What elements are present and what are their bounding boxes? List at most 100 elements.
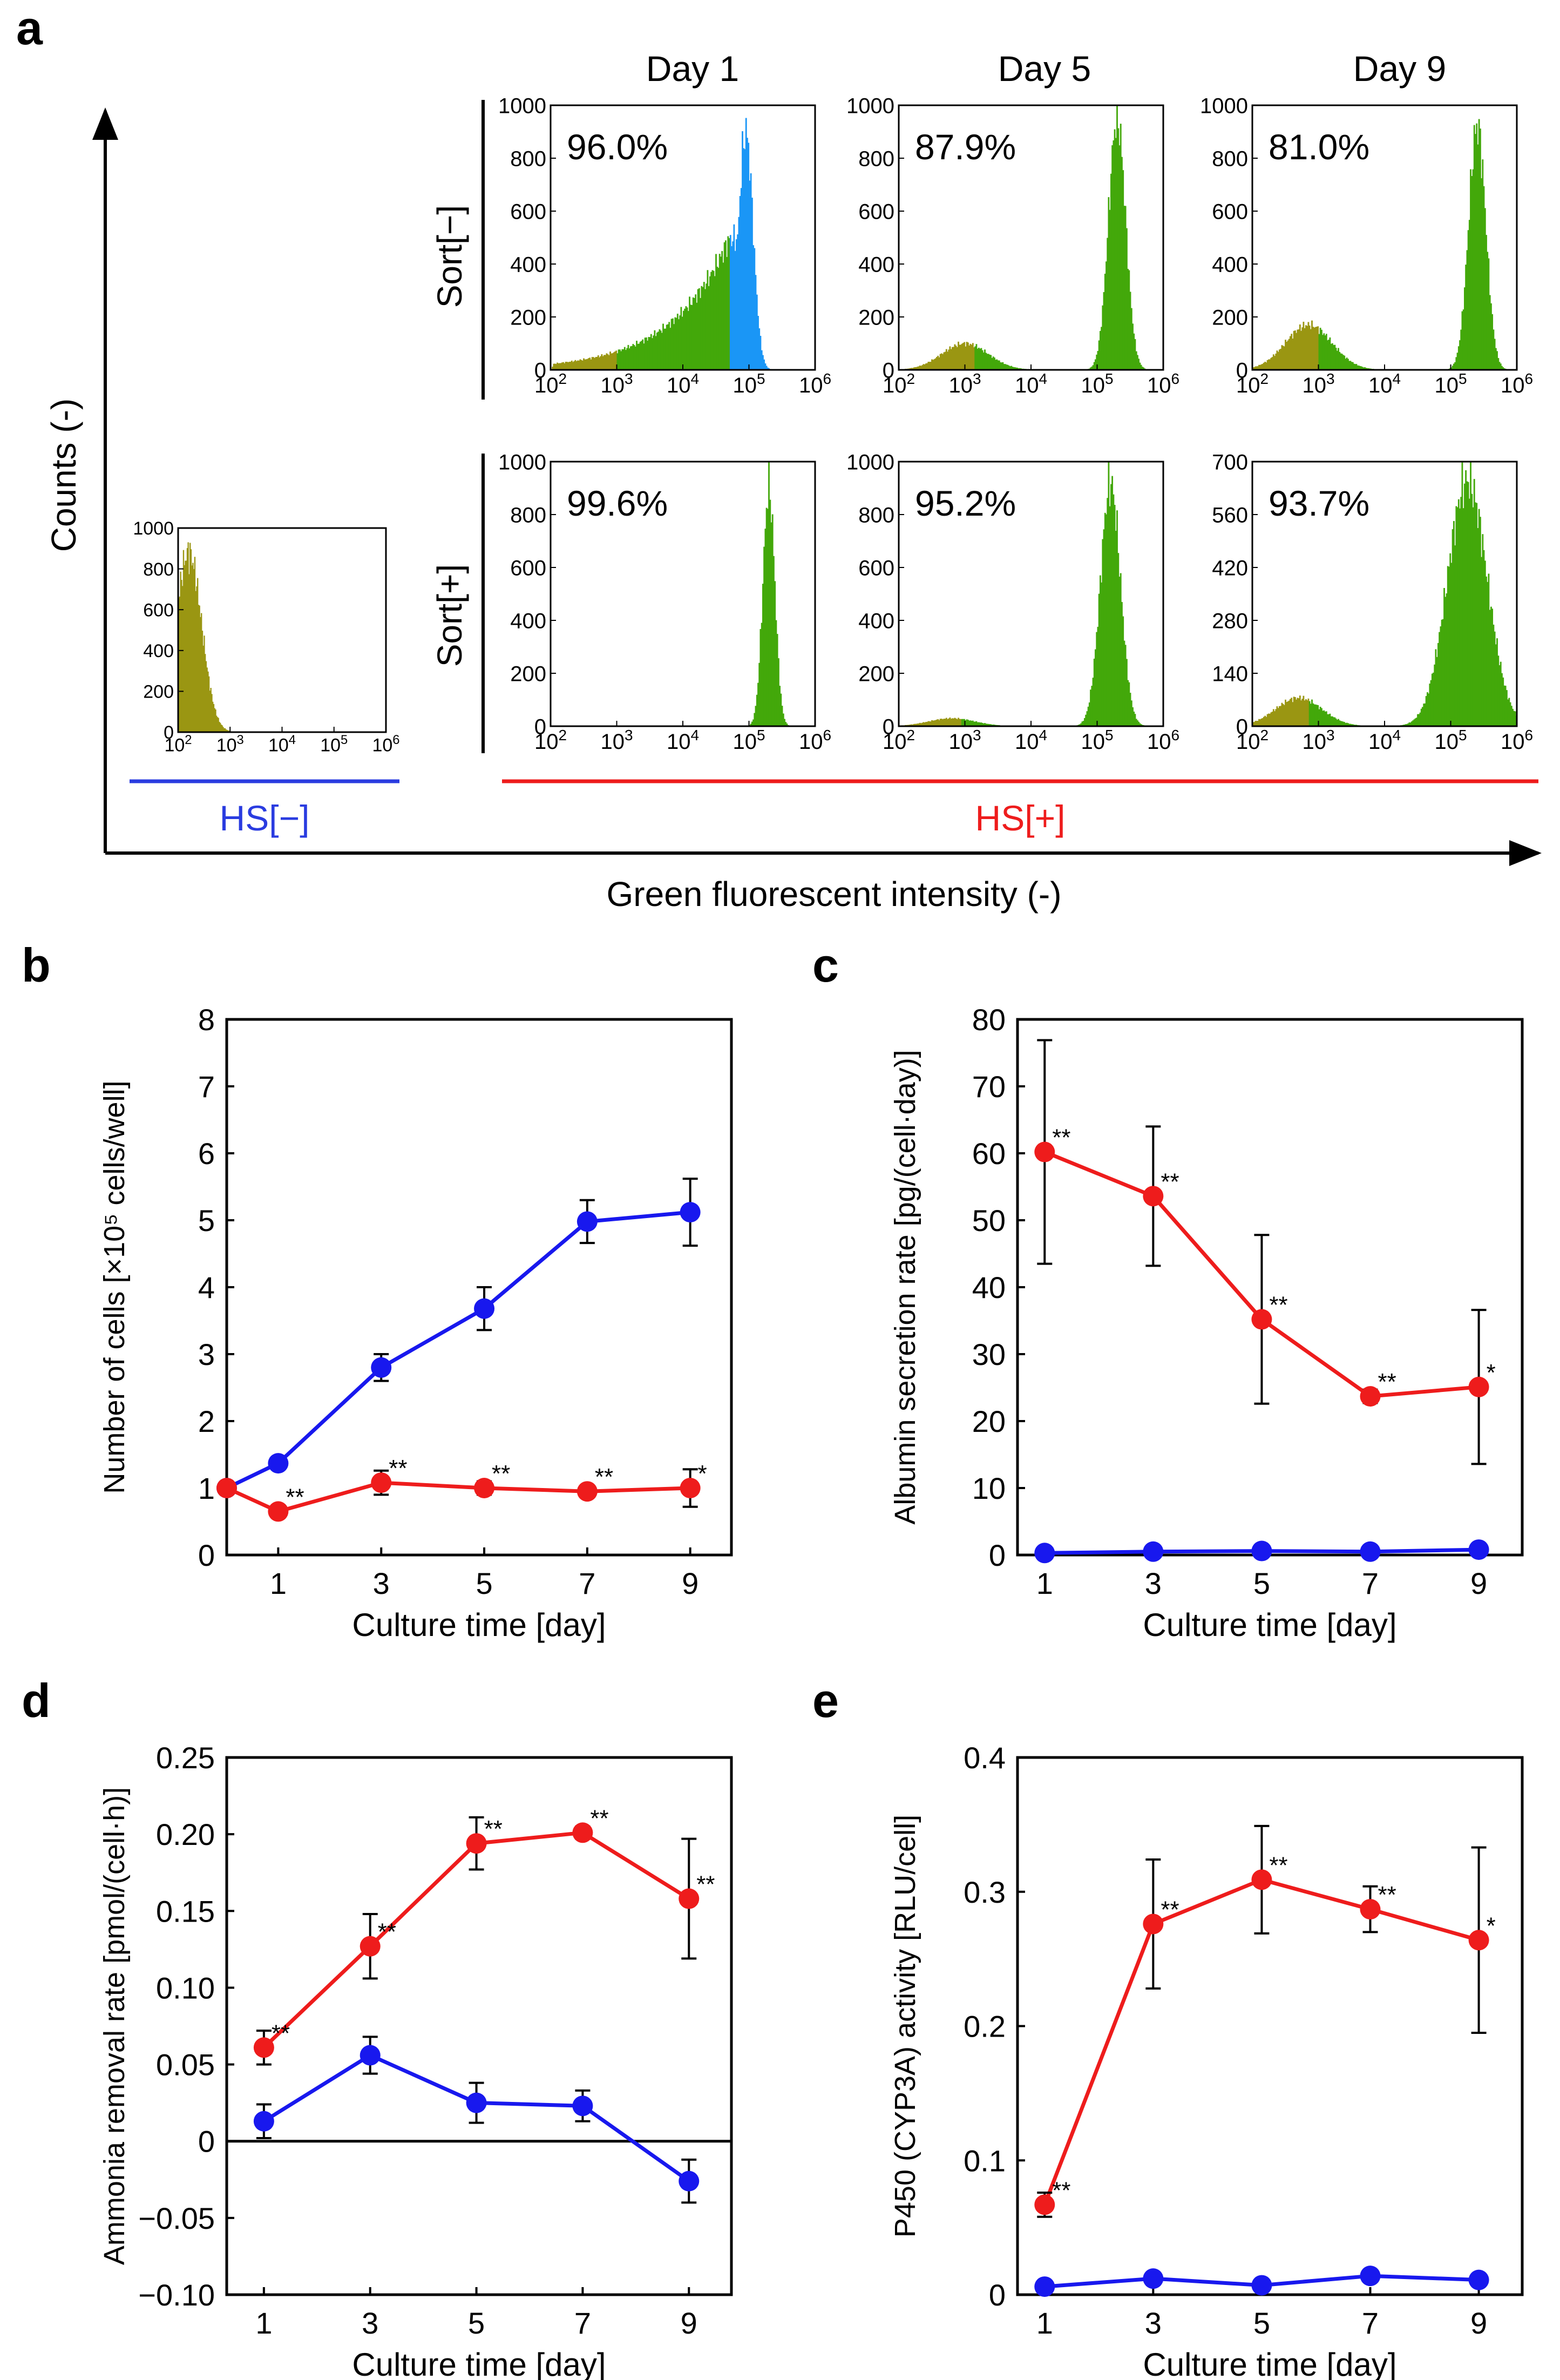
histogram-bar <box>1097 626 1099 726</box>
y-tick-label: 600 <box>510 200 546 224</box>
histogram-bar <box>1336 720 1338 726</box>
y-tick-label: 0.05 <box>156 2048 215 2082</box>
histogram-bar <box>776 634 778 726</box>
histogram-bar <box>1355 364 1358 370</box>
histogram-bar <box>968 345 971 370</box>
histogram-bar <box>959 344 961 370</box>
histogram-bar <box>218 718 219 732</box>
histogram-bar <box>1459 340 1461 370</box>
histogram-bar <box>982 352 985 370</box>
histogram-bar <box>555 364 557 370</box>
histogram-bar <box>668 322 670 370</box>
histogram-bar <box>1269 359 1271 370</box>
histogram-bar <box>1506 690 1508 726</box>
histogram-bar <box>1120 573 1122 726</box>
histogram-bar <box>207 671 209 732</box>
histogram-bar <box>1344 355 1346 370</box>
histogram-bar <box>1465 470 1467 726</box>
panel-label-d: d <box>22 1674 51 1727</box>
histogram-bar <box>1344 722 1346 726</box>
histogram-bar <box>1334 717 1336 726</box>
histogram-bar <box>1347 359 1349 370</box>
histogram-percent: 81.0% <box>1269 127 1369 167</box>
y-tick-label: 1000 <box>498 94 546 118</box>
histogram-bar <box>1283 705 1285 726</box>
histogram-bar <box>976 348 979 370</box>
x-tick-label: 105 <box>1434 370 1467 397</box>
histogram-bar <box>915 724 918 726</box>
histogram-bar <box>972 343 974 370</box>
y-tick-label: 560 <box>1212 503 1248 527</box>
histogram-bar <box>1429 684 1431 726</box>
histogram-bar <box>754 713 756 726</box>
histogram-bar <box>980 348 982 370</box>
histogram-bar <box>1264 715 1266 726</box>
histogram-bar <box>1269 713 1271 726</box>
data-point <box>253 2111 274 2132</box>
x-tick-label: 103 <box>600 727 633 754</box>
histogram-bar <box>1133 333 1135 370</box>
y-tick-label: −0.05 <box>138 2201 215 2235</box>
data-point <box>360 2045 381 2066</box>
histogram-bar <box>1436 657 1438 726</box>
histogram-bar <box>1298 698 1300 726</box>
histogram-bar <box>948 349 950 370</box>
histogram-bar <box>968 720 971 726</box>
intensity-axis-label: Green fluorescent intensity (-) <box>607 875 1062 914</box>
histogram-bar <box>609 351 611 370</box>
histogram-bar <box>1093 658 1095 726</box>
histogram-bar <box>930 721 932 726</box>
histogram-bar <box>962 719 964 726</box>
x-tick-label: 103 <box>1302 727 1334 754</box>
histogram-bar <box>1494 631 1496 726</box>
histogram-bar <box>1290 699 1291 726</box>
histogram-bar <box>991 358 993 370</box>
histogram-bar <box>1257 721 1259 726</box>
histogram-bar <box>1113 494 1115 726</box>
histogram-bar <box>1110 173 1112 370</box>
histogram-bar <box>627 344 629 370</box>
y-tick-label: 800 <box>1212 147 1248 171</box>
histogram-bar <box>698 288 700 370</box>
histogram-bar <box>1137 355 1138 370</box>
histogram-bar <box>1513 711 1515 726</box>
y-tick-label: 400 <box>510 253 546 276</box>
histogram-bar <box>1480 129 1481 370</box>
histogram-bar <box>1266 360 1269 370</box>
histogram-bar <box>1329 337 1331 370</box>
histogram-bar <box>759 336 762 370</box>
histogram-bar <box>690 305 692 370</box>
histogram-bar <box>225 729 227 732</box>
histogram-bar <box>982 723 985 726</box>
histogram-bar <box>984 349 986 370</box>
y-tick-label: 60 <box>972 1137 1006 1171</box>
y-tick-label: 280 <box>1212 609 1248 633</box>
histogram-bar <box>691 305 693 370</box>
histogram-bar <box>623 347 626 370</box>
histogram-bar <box>1340 353 1342 370</box>
y-tick-label: 0 <box>534 359 546 382</box>
histogram-hs-minus: 0 200 400 600 800 1000 102 103 104 105 106 <box>133 518 399 755</box>
histogram-bar <box>987 354 989 370</box>
histogram-bar <box>1104 273 1106 370</box>
histogram-bar <box>1111 145 1114 370</box>
histogram-bar <box>1427 692 1428 726</box>
histogram-bar <box>1450 367 1453 370</box>
histogram-bar <box>1464 287 1466 370</box>
histogram-bar <box>566 362 568 370</box>
histogram-bar <box>1108 197 1110 370</box>
histogram-bar <box>1439 632 1441 726</box>
histogram-bar <box>1405 724 1407 726</box>
histogram-bar <box>751 721 753 726</box>
histogram-bar <box>1323 710 1325 726</box>
histogram-bar <box>1120 124 1122 370</box>
histogram-bar <box>1111 476 1114 726</box>
histogram-bar <box>1098 340 1100 370</box>
histogram-bar <box>769 499 771 726</box>
histogram-bar <box>1325 334 1327 370</box>
histogram-bar <box>757 316 759 370</box>
y-tick-label: 200 <box>858 662 894 686</box>
histogram-bar <box>647 340 649 370</box>
histogram-bar <box>1420 708 1422 726</box>
